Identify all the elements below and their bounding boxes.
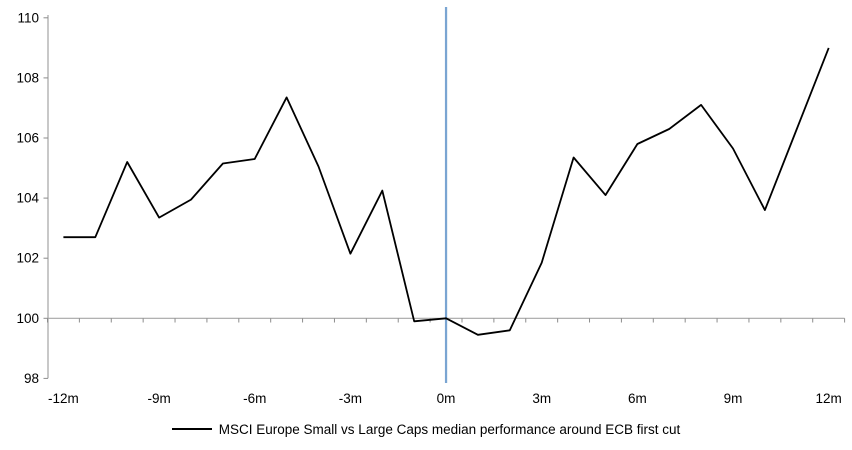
legend-label: MSCI Europe Small vs Large Caps median p… (218, 421, 681, 437)
x-tick-label: 3m (532, 391, 551, 406)
x-tick-label: 12m (816, 391, 842, 406)
x-tick-label: 9m (724, 391, 743, 406)
legend-line-sample (171, 428, 212, 430)
y-tick-label: 106 (16, 131, 39, 146)
y-tick-label: 100 (16, 311, 39, 326)
x-tick-label: -6m (243, 391, 266, 406)
x-tick-label: 0m (437, 391, 456, 406)
x-tick-label: -9m (147, 391, 170, 406)
series-line (63, 47, 830, 336)
y-tick-label: 108 (16, 70, 39, 85)
y-tick-label: 102 (16, 251, 39, 266)
x-tick-label: -12m (48, 391, 79, 406)
x-tick-label: -3m (339, 391, 362, 406)
x-tick-label: 6m (628, 391, 647, 406)
y-tick-label: 110 (17, 10, 39, 25)
y-tick-label: 98 (24, 371, 39, 386)
y-tick-label: 104 (16, 191, 39, 206)
chart-legend: MSCI Europe Small vs Large Caps median p… (0, 414, 852, 444)
chart-canvas: 98 100 102 104 106 108 110 -12m -9m -6m -3m 0m 3m 6m 9… (16, 7, 846, 406)
